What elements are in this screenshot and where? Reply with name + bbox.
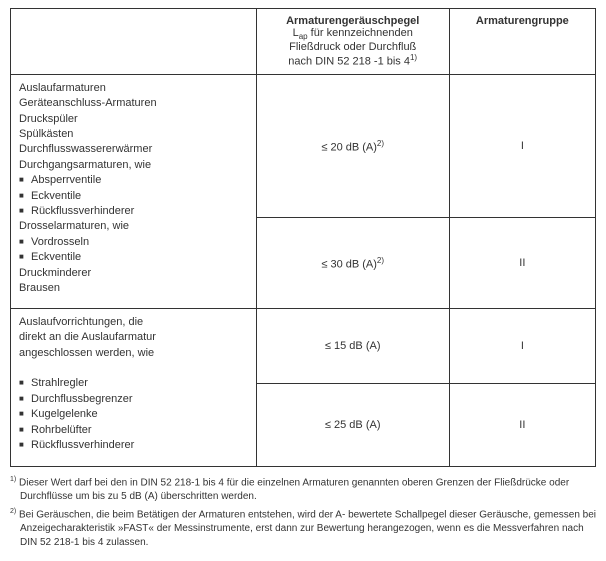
armaturen-table: Armaturengeräuschpegel Lap für kennzeich… [10,8,596,467]
noise-sup: 2) [377,256,384,265]
group1-row1-noise: ≤ 20 dB (A)2) [256,74,449,217]
list-item: Auslaufvorrichtungen, die [19,315,248,330]
group1-row2-group: II [449,217,595,308]
list-item: Rückflussverhinderer [19,204,248,219]
noise-value: ≤ 30 dB (A) [321,258,377,270]
group2-items-cell: Auslaufvorrichtungen, diedirekt an die A… [11,308,257,466]
list-item: Druckminderer [19,266,248,281]
list-item: Auslaufarmaturen [19,81,248,96]
group2-row2-noise: ≤ 25 dB (A) [256,383,449,466]
header-noise-sub: ap [299,32,308,41]
list-item: Strahlregler [19,376,248,391]
group1-list: AuslaufarmaturenGeräteanschluss-Armature… [19,81,248,296]
list-item: Brausen [19,281,248,296]
list-item: Absperrventile [19,173,248,188]
group2-row1-noise: ≤ 15 dB (A) [256,308,449,383]
table-header-row: Armaturengeräuschpegel Lap für kennzeich… [11,9,596,75]
footnote-1: 1) Dieser Wert darf bei den in DIN 52 21… [10,475,596,503]
header-group: Armaturengruppe [449,9,595,75]
footnote-1-mark: 1) [10,476,16,483]
list-item: Durchflussbegrenzer [19,392,248,407]
footnote-1-text: Dieser Wert darf bei den in DIN 52 218-1… [19,477,569,502]
noise-sup: 2) [377,139,384,148]
header-blank [11,9,257,75]
footnotes: 1) Dieser Wert darf bei den in DIN 52 21… [10,475,596,549]
group1-items-cell: AuslaufarmaturenGeräteanschluss-Armature… [11,74,257,308]
footnote-2-mark: 2) [10,508,16,515]
table-row: AuslaufarmaturenGeräteanschluss-Armature… [11,74,596,217]
header-noise-post: für kennzeichnenden [308,27,413,39]
list-item: Spülkästen [19,127,248,142]
list-item: Vordrosseln [19,235,248,250]
footnote-2-text: Bei Geräuschen, die beim Betätigen der A… [19,510,596,548]
list-item: Durchflusswassererwärmer [19,142,248,157]
list-item: Rohrbelüfter [19,423,248,438]
list-item: Rückflussverhinderer [19,438,248,453]
group1-row1-group: I [449,74,595,217]
group2-row2-group: II [449,383,595,466]
list-item: Durchgangsarmaturen, wie [19,158,248,173]
list-item: Geräteanschluss-Armaturen [19,96,248,111]
list-item: direkt an die Auslaufarmatur [19,330,248,345]
table-row: Auslaufvorrichtungen, diedirekt an die A… [11,308,596,383]
footnote-2: 2) Bei Geräuschen, die beim Betätigen de… [10,507,596,549]
header-noise: Armaturengeräuschpegel Lap für kennzeich… [256,9,449,75]
header-noise-sup: 1) [410,53,417,62]
group2-row1-group: I [449,308,595,383]
list-item [19,361,248,376]
header-group-title: Armaturengruppe [476,15,569,27]
header-noise-title: Armaturengeräuschpegel [286,15,419,27]
header-noise-line3: Fließdruck oder Durchfluß [289,41,416,53]
list-item: Eckventile [19,250,248,265]
noise-value: ≤ 20 dB (A) [321,141,377,153]
list-item: Kugelgelenke [19,407,248,422]
list-item: Eckventile [19,189,248,204]
list-item: Druckspüler [19,112,248,127]
header-noise-line4: nach DIN 52 218 -1 bis 4 [288,56,410,68]
group2-list: Auslaufvorrichtungen, diedirekt an die A… [19,315,248,454]
list-item: angeschlossen werden, wie [19,346,248,361]
list-item: Drosselarmaturen, wie [19,219,248,234]
group1-row2-noise: ≤ 30 dB (A)2) [256,217,449,308]
